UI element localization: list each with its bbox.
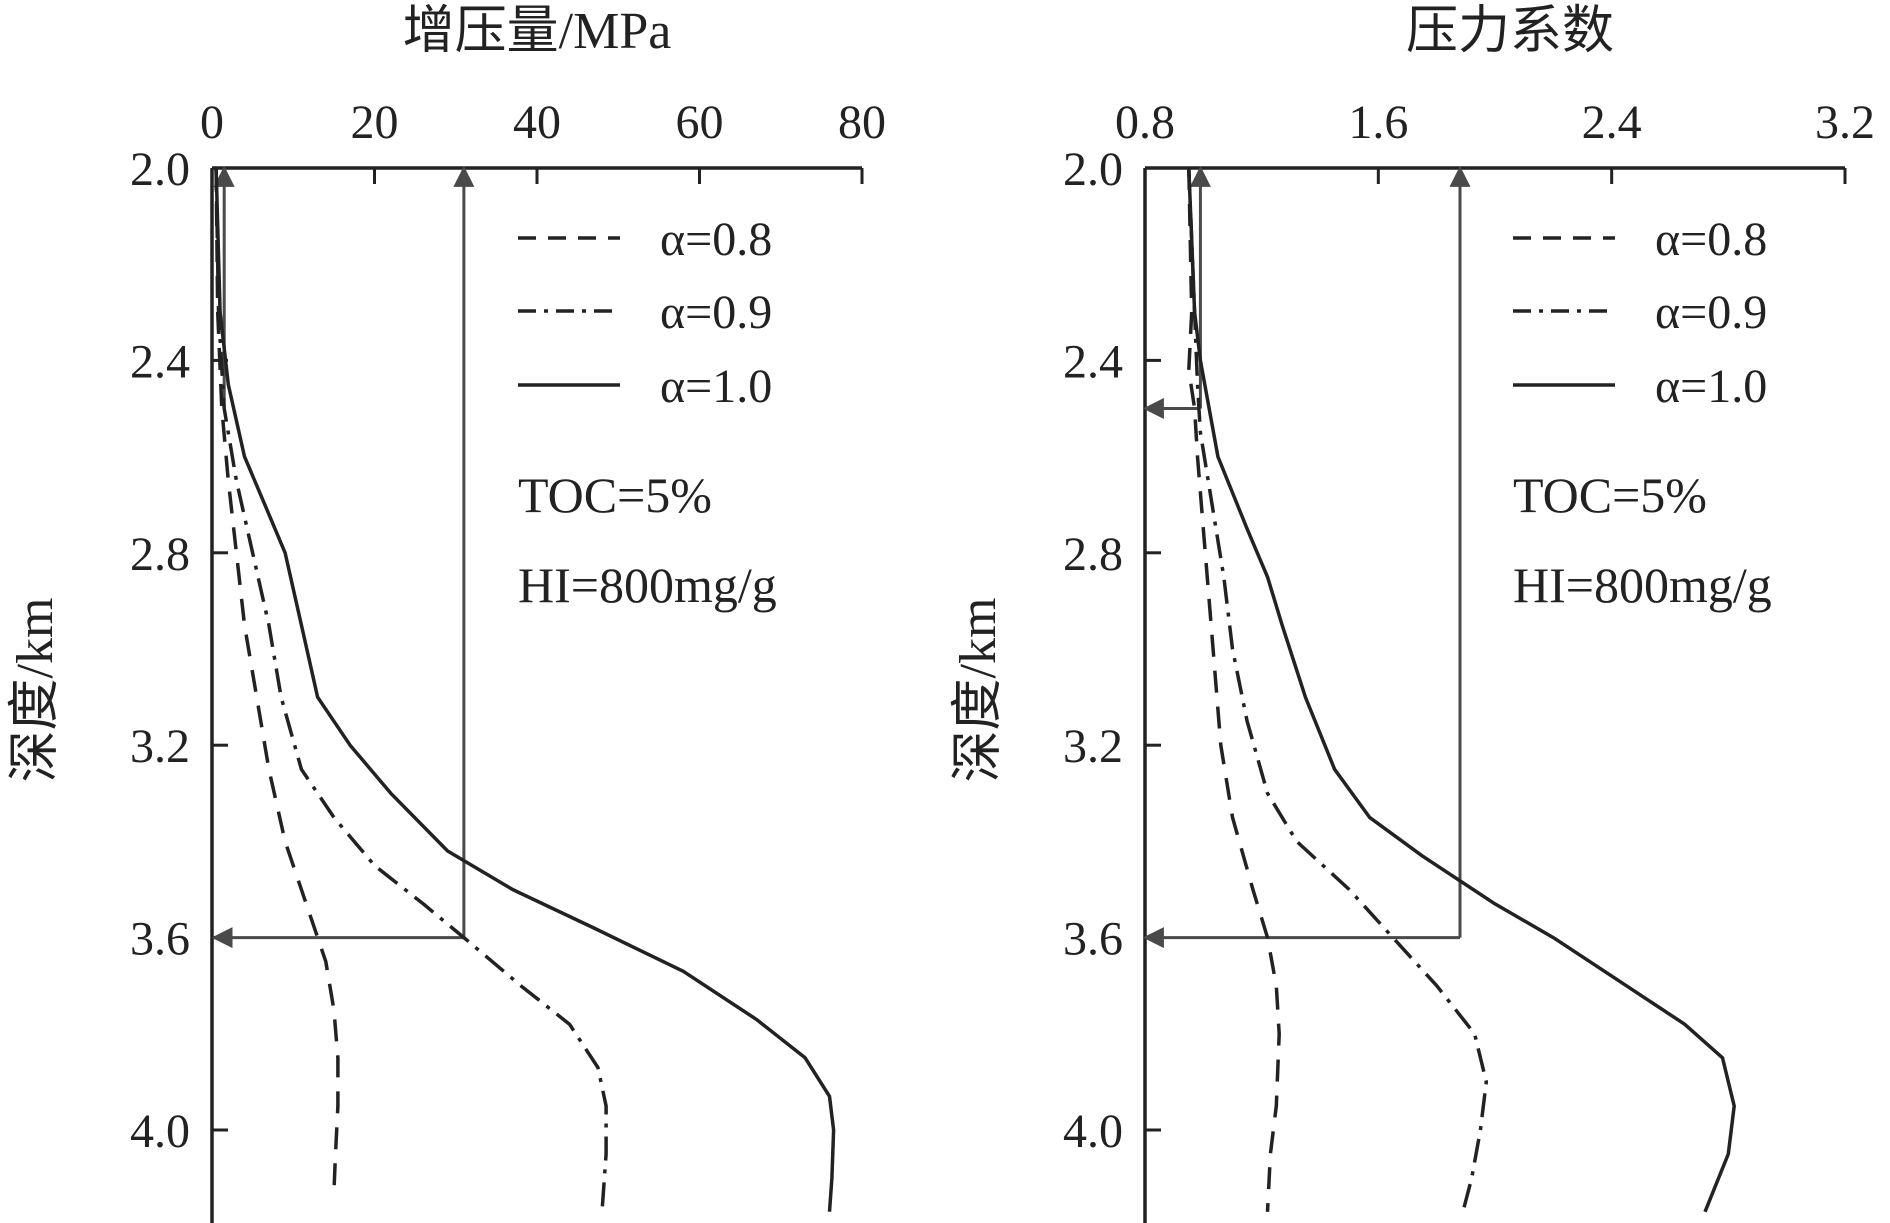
y-tick-label: 2.4 <box>130 335 190 388</box>
axes: 0 20 40 60 80 2.0 2.4 2.8 3.2 3.6 4.0 <box>130 96 886 1223</box>
x-tick-label: 3.2 <box>1815 96 1875 149</box>
x-tick-label: 60 <box>676 96 724 149</box>
series-line-dashed <box>1187 167 1281 1212</box>
x-tick-label: 0.8 <box>1115 96 1175 149</box>
legend: α=0.8 α=0.9 α=1.0 <box>518 213 772 413</box>
x-tick-label: 0 <box>200 96 224 149</box>
x-tick-label: 1.6 <box>1348 96 1408 149</box>
legend-label-alpha-0-8: α=0.8 <box>1655 213 1767 266</box>
y-axis-title: 深度/km <box>950 598 1007 783</box>
annotation-hi: HI=800mg/g <box>518 557 777 613</box>
axes: 0.8 1.6 2.4 3.2 2.0 2.4 2.8 3.2 3.6 4.0 <box>1063 96 1875 1223</box>
annotation-hi: HI=800mg/g <box>1513 557 1772 613</box>
y-tick-label: 3.2 <box>1063 720 1123 773</box>
x-tick-label: 2.4 <box>1582 96 1642 149</box>
y-tick-label: 2.0 <box>1063 143 1123 196</box>
y-tick-label: 2.4 <box>1063 335 1123 388</box>
legend-label-alpha-0-9: α=0.9 <box>660 286 772 339</box>
top-axis-title: 压力系数 <box>1406 3 1614 60</box>
annotation-toc: TOC=5% <box>1513 467 1707 523</box>
x-tick-label: 20 <box>351 96 399 149</box>
y-tick-label: 2.8 <box>1063 528 1123 581</box>
y-tick-label: 2.8 <box>130 528 190 581</box>
series-line-solid <box>214 167 836 1212</box>
x-tick-label: 80 <box>838 96 886 149</box>
y-tick-label: 3.6 <box>130 913 190 966</box>
pressure-increment-panel: 0 20 40 60 80 2.0 2.4 2.8 3.2 3.6 4.0 增压量/MPa 深度/k… <box>7 3 886 1223</box>
y-tick-label: 4.0 <box>1063 1105 1123 1158</box>
legend-label-alpha-0-9: α=0.9 <box>1655 286 1767 339</box>
series-line-dashdot <box>1187 167 1489 1213</box>
legend-label-alpha-0-8: α=0.8 <box>660 213 772 266</box>
pressure-coefficient-panel: 0.8 1.6 2.4 3.2 2.0 2.4 2.8 3.2 3.6 4.0 压力系数 深度/k… <box>950 3 1875 1223</box>
y-tick-label: 4.0 <box>130 1105 190 1158</box>
series-line-dashdot <box>214 167 608 1212</box>
annotation-toc: TOC=5% <box>518 467 712 523</box>
legend: α=0.8 α=0.9 α=1.0 <box>1513 213 1767 413</box>
legend-label-alpha-1-0: α=1.0 <box>1655 360 1767 413</box>
legend-label-alpha-1-0: α=1.0 <box>660 360 772 413</box>
y-tick-label: 3.2 <box>130 720 190 773</box>
y-tick-label: 2.0 <box>130 143 190 196</box>
series-line-solid <box>1187 167 1736 1213</box>
x-tick-label: 40 <box>513 96 561 149</box>
top-axis-title: 增压量/MPa <box>403 3 672 60</box>
y-axis-title: 深度/km <box>7 598 64 783</box>
y-tick-label: 3.6 <box>1063 913 1123 966</box>
